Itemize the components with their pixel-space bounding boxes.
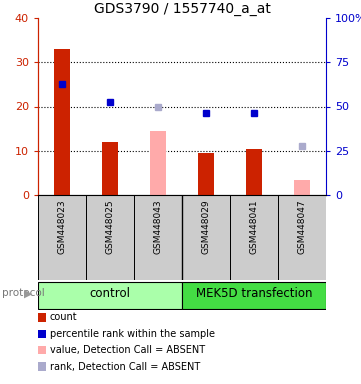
Bar — [245, 149, 262, 195]
Bar — [86, 195, 134, 280]
Bar — [293, 179, 310, 195]
Bar — [182, 281, 326, 308]
Bar — [149, 131, 166, 195]
Text: GSM448025: GSM448025 — [105, 199, 114, 254]
Text: GSM448047: GSM448047 — [297, 199, 306, 254]
Bar — [101, 142, 118, 195]
Bar — [38, 195, 86, 280]
Text: rank, Detection Call = ABSENT: rank, Detection Call = ABSENT — [49, 362, 200, 372]
Text: GSM448023: GSM448023 — [57, 199, 66, 254]
Bar — [134, 195, 182, 280]
Bar — [197, 153, 214, 195]
Bar — [38, 281, 182, 308]
Bar — [53, 49, 70, 195]
Text: GSM448043: GSM448043 — [153, 199, 162, 254]
Text: GSM448029: GSM448029 — [201, 199, 210, 254]
Text: value, Detection Call = ABSENT: value, Detection Call = ABSENT — [49, 345, 205, 355]
Text: control: control — [90, 287, 130, 300]
Bar — [230, 195, 278, 280]
Text: count: count — [49, 312, 77, 322]
Bar — [278, 195, 326, 280]
Text: protocol: protocol — [2, 288, 44, 298]
Title: GDS3790 / 1557740_a_at: GDS3790 / 1557740_a_at — [93, 2, 270, 16]
Text: ▶: ▶ — [23, 288, 32, 298]
Text: MEK5D transfection: MEK5D transfection — [196, 287, 312, 300]
Text: percentile rank within the sample: percentile rank within the sample — [49, 329, 214, 339]
Bar — [182, 195, 230, 280]
Text: GSM448041: GSM448041 — [249, 199, 258, 254]
